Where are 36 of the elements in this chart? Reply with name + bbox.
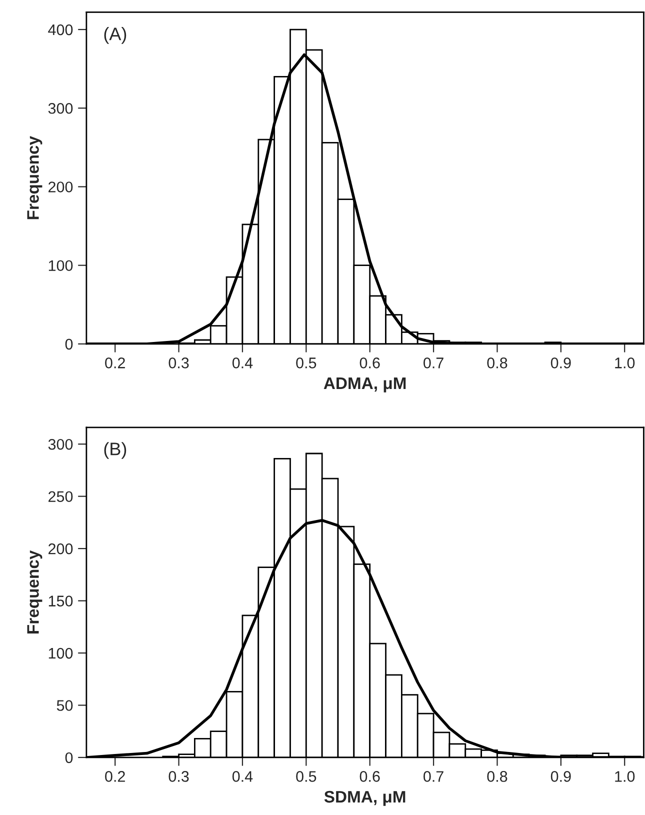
x-tick-label: 0.6: [360, 771, 380, 782]
x-tick-label: 0.8: [487, 358, 508, 368]
y-tick-label: 200: [48, 543, 73, 554]
y-axis-title: Frequency: [27, 550, 42, 634]
y-tick-label: 300: [48, 102, 73, 114]
x-tick-label: 0.2: [105, 358, 125, 368]
y-tick-label: 50: [56, 700, 73, 711]
x-tick-label: 0.4: [232, 771, 253, 782]
x-tick-label: 0.8: [487, 771, 508, 782]
x-tick-label: 0.4: [232, 358, 253, 368]
x-tick-label: 0.3: [168, 771, 189, 782]
x-tick-label: 1.0: [615, 358, 635, 368]
x-axis-title: SDMA, μM: [324, 790, 406, 806]
x-tick-label: 0.5: [296, 358, 316, 368]
x-tick-label: 0.3: [168, 358, 189, 368]
y-tick-label: 0: [65, 752, 73, 764]
y-tick-label: 200: [48, 182, 73, 192]
x-tick-label: 0.5: [296, 771, 316, 782]
x-tick-label: 0.7: [424, 771, 444, 782]
x-tick-label: 0.7: [424, 358, 444, 368]
x-axis-title: ADMA, μM: [324, 378, 406, 392]
y-tick-label: 0: [65, 338, 73, 350]
y-tick-label: 300: [48, 438, 73, 450]
annotation: (B): [104, 442, 126, 459]
y-tick-label: 150: [48, 596, 73, 606]
y-tick-label: 250: [48, 491, 73, 502]
annotation: (A): [104, 27, 126, 44]
x-tick-label: 0.9: [550, 771, 571, 782]
y-axis-title: Frequency: [27, 136, 42, 220]
y-tick-label: 100: [48, 260, 73, 272]
y-tick-label: 100: [48, 648, 73, 659]
x-tick-label: 0.9: [550, 358, 571, 368]
x-tick-label: 0.2: [105, 771, 125, 782]
x-tick-label: 0.6: [360, 358, 380, 368]
x-tick-label: 1.0: [615, 771, 635, 782]
y-tick-label: 400: [48, 24, 73, 36]
